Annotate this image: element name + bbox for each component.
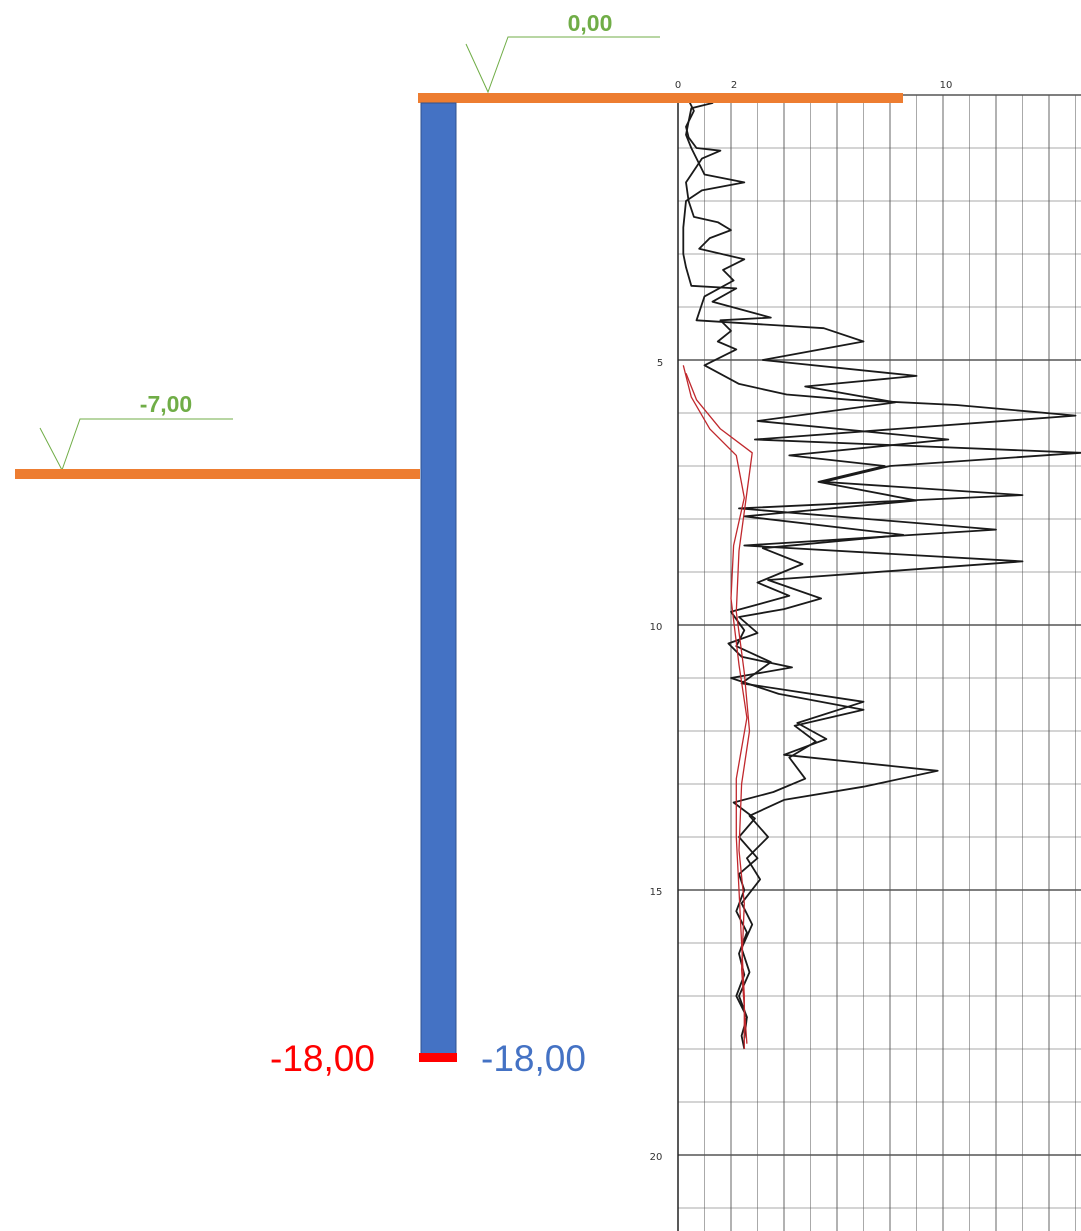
x-tick-labels: 0 2 10 [675, 80, 953, 91]
top-level-triangle [465, 36, 660, 94]
excavation-level-marker: -7,00 [39, 391, 233, 472]
y-tick-20: 20 [650, 1152, 663, 1163]
excavation-level-label: -7,00 [140, 391, 192, 417]
cpt-traces [682, 94, 1081, 1050]
x-tick-10: 10 [940, 80, 953, 91]
pile [420, 102, 457, 1057]
cpt-trace-2 [685, 94, 950, 1039]
pile-tip [419, 1053, 457, 1062]
excavation-level-triangle [39, 418, 233, 472]
y-tick-15: 15 [650, 887, 663, 898]
y-tick-10: 10 [650, 622, 663, 633]
top-level-label: 0,00 [568, 10, 613, 36]
cpt-trace-1 [682, 94, 1081, 1050]
cpt-trace-4 [685, 373, 753, 1044]
x-tick-0: 0 [675, 80, 681, 91]
pile-tip-left-label: -18,00 [270, 1038, 375, 1079]
top-level-marker: 0,00 [465, 10, 660, 94]
cpt-chart: 0 2 10 5 10 15 20 [650, 80, 1081, 1231]
excavation-ground-line [15, 469, 420, 479]
top-ground-line [418, 93, 903, 103]
y-tick-labels: 5 10 15 20 [650, 358, 664, 1163]
cpt-trace-3 [682, 365, 748, 1049]
x-tick-2: 2 [731, 80, 737, 91]
pile-tip-right-label: -18,00 [481, 1038, 586, 1079]
y-tick-5: 5 [657, 358, 663, 369]
